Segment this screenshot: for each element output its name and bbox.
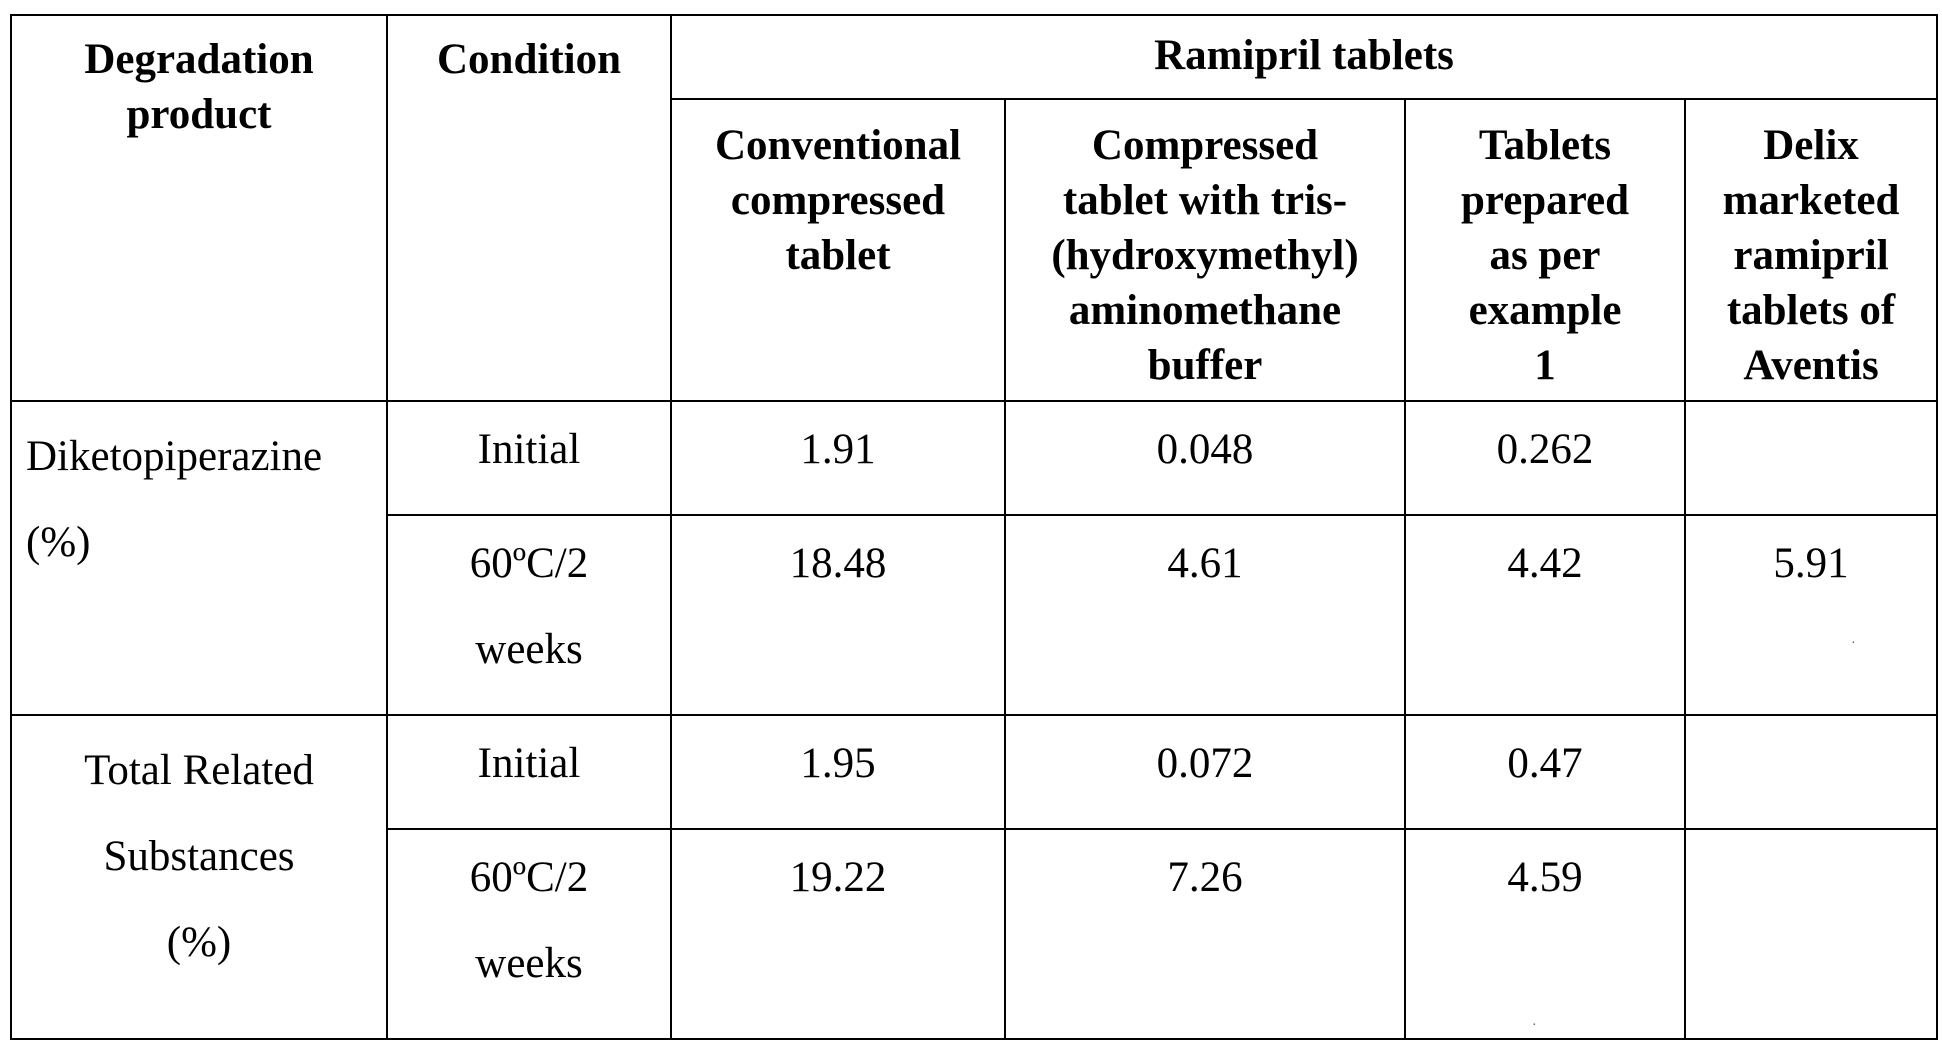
header-line: Delix	[1686, 118, 1936, 173]
header-line: Degradation	[12, 32, 386, 87]
scan-speck: ·	[1851, 636, 1856, 652]
condition-line: weeks	[388, 921, 670, 1007]
condition-cell: 60ºC/2 weeks	[387, 829, 671, 1039]
column-header-compressed-tris: Compressed tablet with tris- (hydroxymet…	[1005, 99, 1405, 401]
header-line: tablet	[672, 228, 1004, 283]
table-row: Total Related Substances (%) Initial 1.9…	[11, 715, 1937, 829]
ramipril-tablets-header: Ramipril tablets	[671, 15, 1937, 99]
scan-speck: ·	[1532, 1018, 1537, 1034]
header-line: product	[12, 87, 386, 142]
condition-header: Condition	[387, 15, 671, 401]
header-line: buffer	[1006, 338, 1404, 393]
product-label-diketopiperazine: Diketopiperazine (%)	[11, 401, 387, 715]
value-cell: 4.59	[1405, 829, 1685, 1039]
value-cell: 0.47	[1405, 715, 1685, 829]
header-line: as per	[1406, 228, 1684, 283]
value-cell	[1685, 401, 1937, 515]
table-row: Diketopiperazine (%) Initial 1.91 0.048 …	[11, 401, 1937, 515]
header-line: (hydroxymethyl)	[1006, 228, 1404, 283]
header-line: Aventis	[1686, 338, 1936, 393]
product-line: Substances	[12, 814, 386, 900]
column-header-example-1: Tablets prepared as per example 1	[1405, 99, 1685, 401]
product-line: Total Related	[12, 728, 386, 814]
value-cell: 5.91	[1685, 515, 1937, 715]
value-cell: 0.048	[1005, 401, 1405, 515]
header-line: Compressed	[1006, 118, 1404, 173]
value-cell: 19.22	[671, 829, 1005, 1039]
ramipril-degradation-table: Degradation product Condition Ramipril t…	[10, 14, 1938, 1040]
condition-cell: 60ºC/2 weeks	[387, 515, 671, 715]
value-cell: 7.26	[1005, 829, 1405, 1039]
condition-line: 60ºC/2	[388, 835, 670, 921]
product-line: (%)	[26, 500, 386, 586]
value-cell: 1.91	[671, 401, 1005, 515]
header-line: tablet with tris-	[1006, 173, 1404, 228]
value-cell: 0.262	[1405, 401, 1685, 515]
condition-cell: Initial	[387, 715, 671, 829]
header-line: example	[1406, 283, 1684, 338]
value-cell: 1.95	[671, 715, 1005, 829]
value-cell	[1685, 715, 1937, 829]
value-cell: 18.48	[671, 515, 1005, 715]
condition-cell: Initial	[387, 401, 671, 515]
value-cell	[1685, 829, 1937, 1039]
header-line: 1	[1406, 338, 1684, 393]
condition-line: Initial	[388, 736, 670, 791]
product-label-total-related-substances: Total Related Substances (%)	[11, 715, 387, 1039]
condition-line: Initial	[388, 422, 670, 477]
header-line: ramipril	[1686, 228, 1936, 283]
header-line: aminomethane	[1006, 283, 1404, 338]
condition-line: weeks	[388, 607, 670, 693]
column-header-conventional: Conventional compressed tablet	[671, 99, 1005, 401]
header-line: Condition	[388, 32, 670, 87]
product-line: (%)	[12, 900, 386, 986]
column-header-delix: Delix marketed ramipril tablets of Avent…	[1685, 99, 1937, 401]
condition-line: 60ºC/2	[388, 521, 670, 607]
value-cell: 0.072	[1005, 715, 1405, 829]
header-line: prepared	[1406, 173, 1684, 228]
header-line: Tablets	[1406, 118, 1684, 173]
value-cell: 4.42	[1405, 515, 1685, 715]
header-line: compressed	[672, 173, 1004, 228]
header-line: tablets of	[1686, 283, 1936, 338]
value-cell: 4.61	[1005, 515, 1405, 715]
header-line: Conventional	[672, 118, 1004, 173]
product-line: Diketopiperazine	[26, 414, 386, 500]
header-line: marketed	[1686, 173, 1936, 228]
header-line: Ramipril tablets	[672, 28, 1936, 83]
degradation-product-header: Degradation product	[11, 15, 387, 401]
header-row-group: Degradation product Condition Ramipril t…	[11, 15, 1937, 99]
